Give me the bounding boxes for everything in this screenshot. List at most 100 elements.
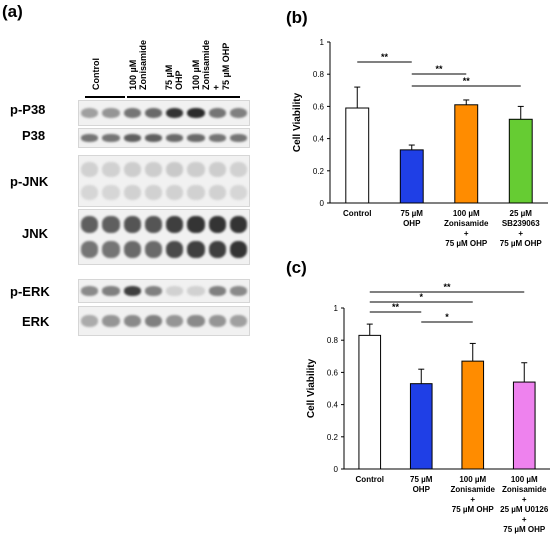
blot-band bbox=[187, 216, 205, 233]
blot-band bbox=[208, 241, 226, 258]
bar bbox=[345, 107, 370, 204]
y-tick-label: 0 bbox=[334, 465, 339, 474]
significance-label: * bbox=[419, 292, 423, 302]
blot-band bbox=[229, 286, 247, 296]
category-label: 25 µM U0126 bbox=[500, 505, 549, 514]
blot-band bbox=[187, 107, 205, 119]
blot-band bbox=[208, 314, 226, 328]
y-tick-label: 0.6 bbox=[327, 368, 339, 377]
category-label: 75 µM bbox=[401, 209, 424, 218]
blot-band bbox=[81, 286, 99, 296]
lane-header-label: Control bbox=[91, 58, 101, 90]
blot-band bbox=[144, 162, 162, 177]
blot-band bbox=[208, 134, 226, 142]
blot-band bbox=[144, 286, 162, 296]
blot-band bbox=[187, 314, 205, 328]
blot-label: p-ERK bbox=[10, 284, 50, 299]
significance-label: ** bbox=[381, 52, 389, 62]
blot-band bbox=[208, 162, 226, 177]
bar bbox=[454, 104, 479, 204]
blot-p38 bbox=[78, 128, 250, 148]
category-label: + bbox=[522, 495, 527, 504]
blot-band bbox=[208, 216, 226, 233]
significance-label: * bbox=[445, 312, 449, 322]
y-tick-label: 0.2 bbox=[313, 167, 325, 176]
blot-band bbox=[229, 241, 247, 258]
significance-label: ** bbox=[443, 282, 451, 292]
lane-header-label: Zonisamide bbox=[201, 39, 211, 90]
category-label: Zonisamide bbox=[444, 219, 489, 228]
lane-group-line bbox=[200, 96, 240, 98]
y-axis-label: Cell Viability bbox=[306, 358, 317, 418]
significance-label: ** bbox=[435, 64, 443, 74]
blot-band bbox=[81, 241, 99, 258]
blot-band bbox=[81, 162, 99, 177]
y-tick-label: 0.8 bbox=[327, 336, 339, 345]
y-tick-label: 1 bbox=[320, 38, 325, 47]
category-label: 100 µM bbox=[511, 475, 538, 484]
blot-band bbox=[144, 314, 162, 328]
category-label: 75 µM OHP bbox=[503, 525, 546, 534]
lane-header-label: 75 µM OHP bbox=[221, 42, 231, 90]
category-label: Control bbox=[356, 475, 384, 484]
lane-header-label: 100 µM bbox=[191, 59, 201, 90]
blot-band bbox=[187, 185, 205, 200]
blot-band bbox=[187, 241, 205, 258]
category-label: + bbox=[470, 495, 475, 504]
blot-p-p38 bbox=[78, 100, 250, 126]
blot-band bbox=[123, 107, 141, 119]
blot-band bbox=[229, 107, 247, 119]
blot-band bbox=[144, 107, 162, 119]
blot-band bbox=[144, 134, 162, 142]
blot-band bbox=[102, 286, 120, 296]
blot-band bbox=[123, 134, 141, 142]
blot-label: p-JNK bbox=[10, 174, 49, 189]
lane-group-line bbox=[163, 96, 203, 98]
blot-band bbox=[144, 216, 162, 233]
category-label: 25 µM bbox=[510, 209, 533, 218]
category-label: OHP bbox=[413, 485, 431, 494]
blot-jnk bbox=[78, 209, 250, 265]
blot-band bbox=[102, 314, 120, 328]
blot-band bbox=[123, 185, 141, 200]
category-label: + bbox=[464, 229, 469, 238]
y-axis-label: Cell Viability bbox=[292, 92, 303, 152]
blot-band bbox=[81, 216, 99, 233]
blot-band bbox=[166, 286, 184, 296]
bar bbox=[508, 118, 533, 204]
blot-band bbox=[229, 185, 247, 200]
category-label: 100 µM bbox=[459, 475, 486, 484]
lane-header-label: 100 µM bbox=[128, 59, 138, 90]
category-label: 75 µM OHP bbox=[445, 239, 488, 248]
blot-band bbox=[123, 286, 141, 296]
bar bbox=[358, 334, 382, 470]
blot-band bbox=[229, 134, 247, 142]
blot-band bbox=[123, 216, 141, 233]
category-label: 75 µM OHP bbox=[500, 239, 543, 248]
blot-label: JNK bbox=[22, 226, 49, 241]
blot-band bbox=[166, 314, 184, 328]
blot-band bbox=[208, 185, 226, 200]
blot-band bbox=[208, 286, 226, 296]
bar bbox=[399, 149, 424, 204]
y-tick-label: 0.4 bbox=[327, 401, 339, 410]
significance-label: ** bbox=[392, 302, 400, 312]
blot-band bbox=[166, 241, 184, 258]
lane-group-line bbox=[127, 96, 167, 98]
blot-band bbox=[229, 314, 247, 328]
blot-band bbox=[81, 134, 99, 142]
blot-band bbox=[102, 107, 120, 119]
panel-a-letter: (a) bbox=[2, 2, 23, 21]
chart-c: 0 0.2 0.4 0.6 0.8 1 Cell Viability Control 75 µM… bbox=[306, 282, 550, 534]
category-label: Control bbox=[343, 209, 371, 218]
bar bbox=[461, 360, 485, 470]
y-tick-label: 1 bbox=[334, 304, 339, 313]
lane-group-line bbox=[85, 96, 125, 98]
blot-label: p-P38 bbox=[10, 102, 46, 117]
blot-erk bbox=[78, 306, 250, 336]
blot-band bbox=[229, 216, 247, 233]
blot-label: P38 bbox=[22, 128, 46, 143]
y-tick-label: 0.2 bbox=[327, 433, 339, 442]
blot-band bbox=[187, 286, 205, 296]
bar bbox=[512, 381, 536, 470]
